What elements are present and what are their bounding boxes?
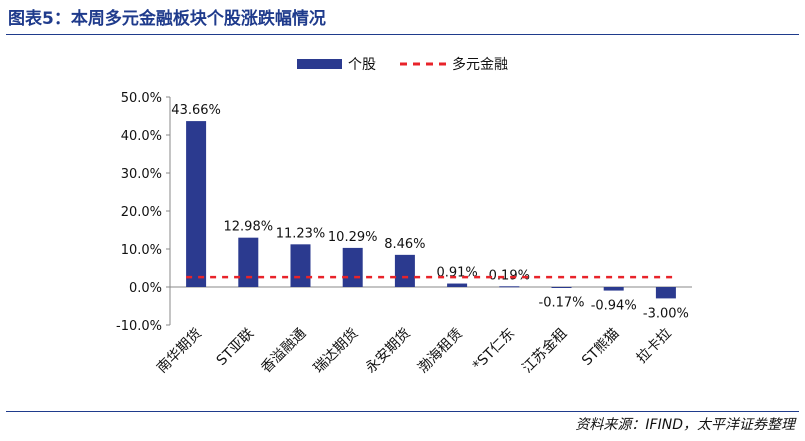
category-label: 香溢融通: [258, 326, 309, 377]
y-tick-label: -10.0%: [116, 319, 162, 334]
y-tick-label: 10.0%: [121, 243, 162, 258]
category-label: ST亚联: [214, 326, 257, 369]
bar-value-label: -0.17%: [539, 296, 585, 311]
bar-value-label: 8.46%: [384, 237, 425, 252]
bar: [447, 283, 468, 287]
category-label: 瑞达期货: [310, 325, 362, 377]
source-note: 资料来源：IFIND，太平洋证券整理: [575, 417, 795, 433]
y-tick-label: 50.0%: [121, 91, 162, 106]
category-label: ST熊猫: [579, 326, 622, 369]
bar-value-label: 43.66%: [171, 103, 221, 118]
legend-label-line: 多元金融: [452, 56, 508, 73]
bar-value-label: -3.00%: [643, 306, 689, 321]
category-label: 拉卡拉: [634, 326, 675, 367]
chart-title: 图表5：本周多元金融板块个股涨跌幅情况: [8, 9, 326, 29]
bar-value-label: 12.98%: [224, 220, 274, 235]
bar-value-label: 10.29%: [328, 230, 378, 245]
y-tick-label: 30.0%: [121, 167, 162, 182]
category-label: *ST仁东: [470, 326, 518, 374]
category-label: 永安期货: [362, 325, 414, 377]
bar: [551, 287, 572, 288]
bar: [186, 121, 207, 287]
y-tick-label: 20.0%: [121, 205, 162, 220]
category-label: 渤海租赁: [415, 326, 466, 377]
bar-value-label: 0.19%: [489, 268, 530, 283]
bar: [603, 287, 624, 291]
bar: [499, 286, 520, 288]
footer-divider: [6, 411, 799, 412]
bar-value-label: -0.94%: [591, 299, 637, 314]
title-divider: [6, 34, 799, 35]
data-labels: 43.66%12.98% 11.23% 10.29% 8.46%0.91% 0.19%-…: [171, 103, 689, 321]
legend: 个股 多元金融: [297, 56, 508, 73]
bar-value-label: 11.23%: [276, 226, 326, 241]
legend-swatch-bar: [297, 59, 342, 69]
bar: [342, 247, 363, 287]
x-axis: 南华期货 ST亚联 香溢融通 瑞达期货 永安期货 渤海租赁 *ST仁东 江苏金租 ST熊猫 拉卡拉: [153, 325, 674, 377]
bar: [238, 237, 259, 287]
y-tick-label: 40.0%: [121, 129, 162, 144]
bar: [290, 244, 311, 287]
y-tick-label: 0.0%: [129, 281, 162, 296]
category-label: 江苏金租: [519, 326, 570, 377]
bar: [655, 287, 676, 299]
bars: [186, 121, 676, 299]
legend-label-bar: 个股: [348, 57, 376, 73]
bar: [394, 254, 415, 287]
